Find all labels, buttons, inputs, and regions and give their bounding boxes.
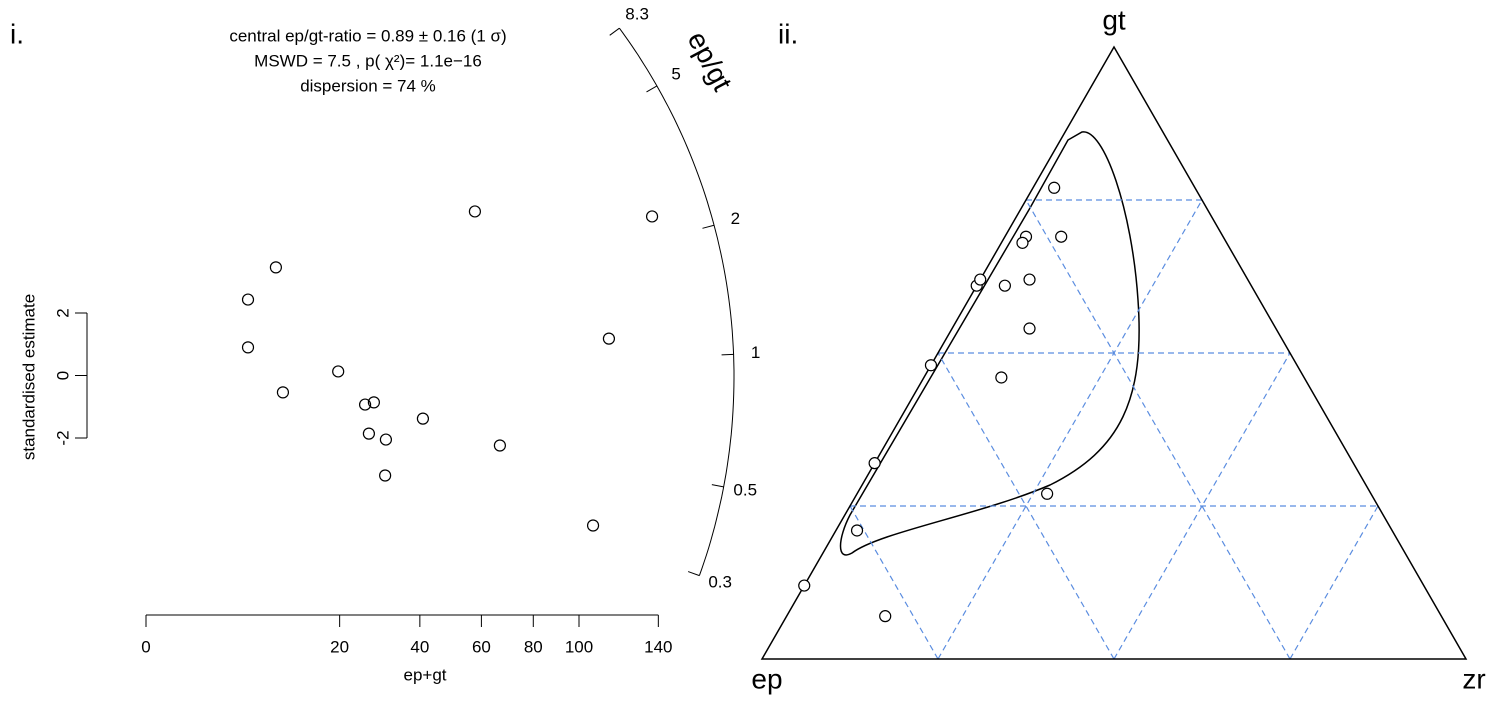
arc-tick <box>702 224 715 229</box>
data-point <box>276 386 290 399</box>
panel-label: ii. <box>778 18 798 49</box>
data-point <box>850 524 864 537</box>
grid-line <box>1113 352 1291 660</box>
title-line: MSWD = 7.5 , p( χ²)= 1.1e−16 <box>254 51 482 70</box>
arc-tick-label: 2 <box>731 209 740 228</box>
data-point <box>586 519 600 532</box>
data-point <box>602 332 616 345</box>
data-point <box>798 579 811 592</box>
panel-label: i. <box>10 18 24 49</box>
arc-tick <box>687 571 700 577</box>
vertex-label: ep <box>751 663 782 694</box>
data-point <box>358 398 372 411</box>
grid-line <box>937 199 1203 660</box>
confidence-contour <box>839 131 1140 556</box>
data-point <box>367 396 380 409</box>
data-point <box>1023 322 1036 335</box>
x-tick-label: 80 <box>524 637 543 656</box>
arc-tick-label: 1 <box>751 343 760 362</box>
ratio-arc <box>618 27 735 576</box>
data-point <box>241 341 255 354</box>
data-point <box>974 273 987 286</box>
arc-tick-label: 8.3 <box>625 5 649 24</box>
x-axis-label: ep+gt <box>403 665 446 684</box>
y-axis-label: standardised estimate <box>19 294 38 460</box>
x-tick-label: 140 <box>644 637 672 656</box>
data-point <box>332 365 345 378</box>
data-point <box>879 610 892 623</box>
arc-tick <box>646 85 658 93</box>
data-point <box>1023 273 1036 286</box>
grid-line <box>937 352 1115 660</box>
grid-line <box>1025 199 1291 660</box>
data-point <box>924 359 938 372</box>
arc-tick <box>609 27 620 36</box>
data-point <box>1048 181 1061 194</box>
data-point <box>362 427 376 440</box>
data-point <box>468 205 482 218</box>
title-line: central ep/gt-ratio = 0.89 ± 0.16 (1 σ) <box>229 26 506 45</box>
data-point <box>493 439 506 452</box>
data-point <box>1016 236 1029 249</box>
triangle <box>760 45 1468 660</box>
y-tick-label: -2 <box>53 430 72 445</box>
title-line: dispersion = 74 % <box>300 76 436 95</box>
data-point <box>645 210 659 223</box>
data-point <box>868 457 881 470</box>
x-tick-label: 60 <box>472 637 491 656</box>
data-point <box>379 469 392 482</box>
data-point <box>269 261 282 274</box>
arc-tick-label: 0.3 <box>708 573 732 592</box>
data-point <box>998 279 1011 292</box>
data-point <box>1041 487 1054 500</box>
data-point <box>1055 230 1068 243</box>
x-tick-label: 40 <box>410 637 429 656</box>
y-tick-label: 0 <box>53 371 72 380</box>
arc-tick <box>711 484 724 488</box>
grid-line <box>849 505 939 660</box>
x-tick-label: 100 <box>565 637 593 656</box>
arc-tick-label: 5 <box>671 65 680 84</box>
grid-line <box>1289 505 1379 660</box>
data-point <box>995 371 1008 384</box>
data-point <box>416 412 430 425</box>
x-tick-label: 20 <box>330 637 349 656</box>
data-point <box>241 293 255 306</box>
vertex-label: zr <box>1462 663 1485 694</box>
z-axis-label: ep/gt <box>682 26 739 96</box>
y-tick-label: 2 <box>53 308 72 317</box>
arc-tick-label: 0.5 <box>733 481 757 500</box>
data-point <box>379 433 393 446</box>
x-tick-label: 0 <box>141 637 150 656</box>
vertex-label: gt <box>1102 4 1126 35</box>
